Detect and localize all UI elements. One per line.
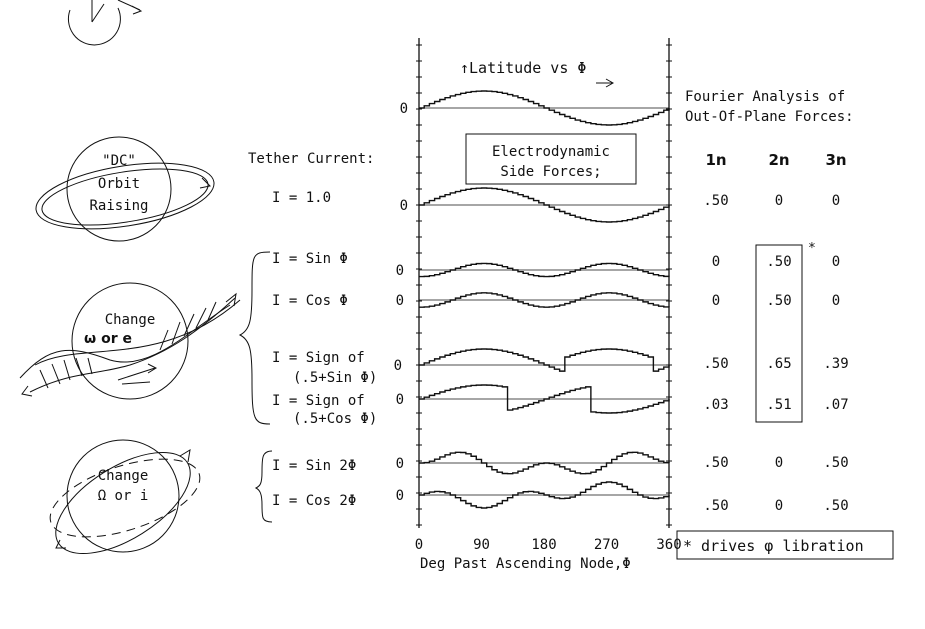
plot-area: 0 0 0 0 0 0 0 0 0 90 180 270 360 <box>394 38 682 553</box>
zero-label: 0 <box>394 358 402 374</box>
plot-title: ↑Latitude vs Φ <box>460 59 586 77</box>
x-tick-label: 90 <box>473 537 490 553</box>
fourier-cell: .50 <box>766 254 791 270</box>
fourier-cell: .07 <box>823 397 848 413</box>
force-curve-4 <box>419 292 670 308</box>
fourier-cell: .50 <box>766 293 791 309</box>
fourier-cell: .51 <box>766 397 791 413</box>
current-label: I = 1.0 <box>272 190 331 206</box>
change-w-label-2: ω or e <box>84 331 132 347</box>
change-w-diagram: Change ω or e <box>19 282 241 400</box>
change-omega-diagram: Change Ω or i <box>49 439 201 555</box>
change-o-label-2: Ω or i <box>98 488 149 504</box>
asterisk-mark: * <box>808 241 816 256</box>
fourier-cell: 0 <box>775 455 783 471</box>
fourier-cell: 0 <box>775 498 783 514</box>
fourier-cell: .50 <box>823 498 848 514</box>
fourier-cell: 0 <box>775 193 783 209</box>
force-curve-7 <box>419 451 670 475</box>
fourier-cell: .50 <box>703 455 728 471</box>
dc-label-1: "DC" <box>102 153 136 169</box>
current-label: I = Cos 2Φ <box>272 493 356 509</box>
fourier-header: 3n <box>825 151 846 169</box>
zero-label: 0 <box>396 263 404 279</box>
force-curve-8 <box>419 481 670 509</box>
2n-highlight-box <box>755 244 803 423</box>
x-tick-label: 270 <box>594 537 619 553</box>
footnote-text: * drives φ libration <box>683 537 864 555</box>
fourier-rows: .50 0 0 0 .50 0 0 .50 0 .50 .65 .39 .03 .51 .07 .50 0 .50… <box>703 193 848 514</box>
fourier-cell: .50 <box>823 455 848 471</box>
force-curve-5 <box>419 348 670 372</box>
x-tick-label: 180 <box>531 537 556 553</box>
zero-label: 0 <box>400 101 408 117</box>
tether-current-header: Tether Current: <box>248 151 374 167</box>
zero-label: 0 <box>396 392 404 408</box>
fourier-cell: .03 <box>703 397 728 413</box>
dc-label-2: Orbit <box>98 176 140 192</box>
current-labels: I = 1.0 I = Sin Φ I = Cos Φ I = Sign of (.5+… <box>272 190 377 509</box>
fourier-title-2: Out-Of-Plane Forces: <box>685 109 854 125</box>
top-orbit-sketch <box>67 0 143 46</box>
current-label-line2: (.5+Cos Φ) <box>293 411 377 427</box>
x-axis-label: Deg Past Ascending Node,Φ <box>420 556 631 572</box>
fourier-cell: .50 <box>703 356 728 372</box>
force-curve-3 <box>419 262 670 278</box>
zero-label: 0 <box>396 456 404 472</box>
zero-label: 0 <box>396 488 404 504</box>
current-label: I = Sin Φ <box>272 251 348 267</box>
current-label: I = Sin 2Φ <box>272 458 356 474</box>
twisted-ribbon-hatch <box>39 301 217 389</box>
fourier-cell: 0 <box>712 254 720 270</box>
change-w-label-1: Change <box>105 312 156 328</box>
fourier-header: 1n <box>705 151 726 169</box>
force-curve-2 <box>419 187 670 223</box>
current-brackets <box>238 251 273 523</box>
zero-label: 0 <box>396 293 404 309</box>
fourier-cell: 0 <box>712 293 720 309</box>
change-o-label-1: Change <box>98 468 149 484</box>
fourier-cell: .65 <box>766 356 791 372</box>
fourier-headers: 1n 2n 3n <box>705 151 846 169</box>
force-curve-1 <box>419 90 670 126</box>
box-title-1: Electrodynamic <box>492 144 610 160</box>
fourier-cell: .50 <box>703 498 728 514</box>
box-title-2: Side Forces; <box>500 164 601 180</box>
side-forces-box: Electrodynamic Side Forces; <box>465 133 637 185</box>
footnote-box: * drives φ libration <box>676 530 894 560</box>
fourier-cell: 0 <box>832 254 840 270</box>
zero-label: 0 <box>400 198 408 214</box>
current-label: I = Cos Φ <box>272 293 348 309</box>
fourier-cell: 0 <box>832 193 840 209</box>
current-label: I = Sign of <box>272 350 365 366</box>
x-tick-label: 0 <box>415 537 423 553</box>
x-tick-label: 360 <box>656 537 681 553</box>
fourier-cell: .39 <box>823 356 848 372</box>
current-label-line2: (.5+Sin Φ) <box>293 370 377 386</box>
fourier-cell: .50 <box>703 193 728 209</box>
dc-label-3: Raising <box>89 198 148 214</box>
fourier-cell: 0 <box>832 293 840 309</box>
plot-title-text: Latitude vs Φ <box>469 59 586 77</box>
force-curve-6 <box>419 384 670 414</box>
current-label: I = Sign of <box>272 393 365 409</box>
fourier-title-1: Fourier Analysis of <box>685 89 845 105</box>
dc-orbit-diagram: "DC" Orbit Raising <box>35 136 215 242</box>
title-arrow <box>596 78 615 88</box>
fourier-header: 2n <box>768 151 789 169</box>
